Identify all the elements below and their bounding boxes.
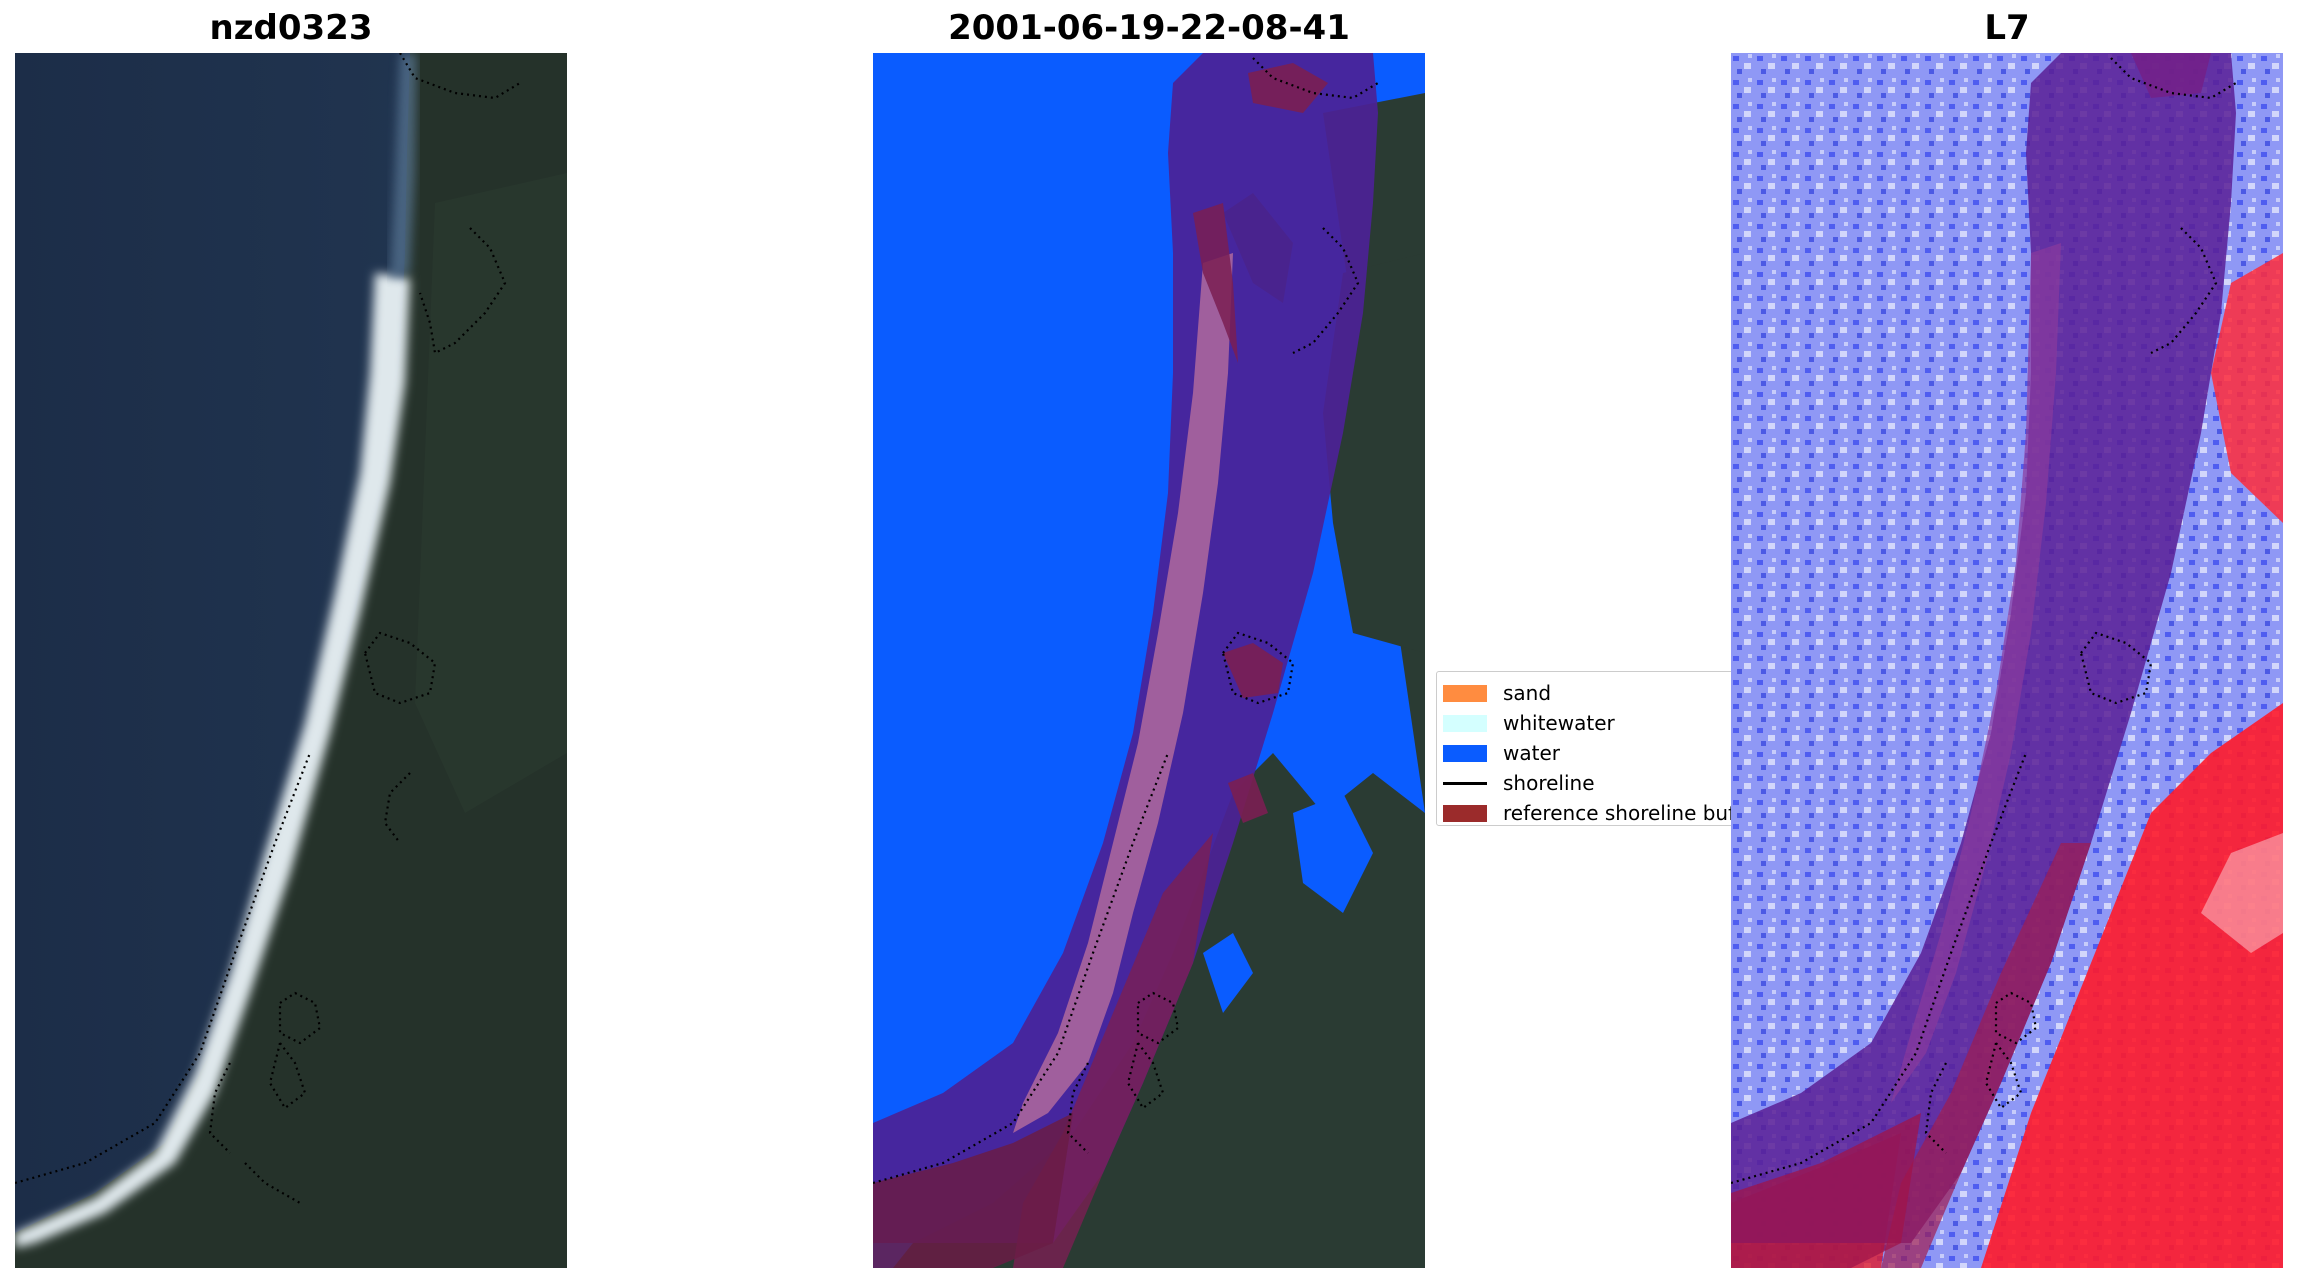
rgb-image-panel bbox=[15, 53, 567, 1268]
legend-item-water: water bbox=[1437, 738, 1735, 768]
water-swatch bbox=[1443, 744, 1487, 762]
classified-image bbox=[873, 53, 1425, 1268]
shoreline-dotted bbox=[873, 57, 1379, 1185]
legend-label-shoreline: shoreline bbox=[1503, 771, 1595, 795]
legend-label-sand: sand bbox=[1503, 681, 1552, 705]
legend-item-shoreline: shoreline bbox=[1437, 768, 1735, 798]
shoreline-line-swatch bbox=[1443, 781, 1487, 785]
panel-title-classified: 2001-06-19-22-08-41 bbox=[948, 8, 1350, 48]
shoreline-dotted-l7 bbox=[1731, 57, 2237, 1185]
legend-label-reference-buffer: reference shoreline buffer bbox=[1503, 801, 1735, 825]
whitewater-swatch bbox=[1443, 714, 1487, 732]
classified-image-panel bbox=[873, 53, 1425, 1268]
sand-swatch bbox=[1443, 684, 1487, 702]
legend-item-reference-buffer: reference shoreline buffer bbox=[1437, 798, 1735, 825]
reference-shoreline-dotted bbox=[15, 53, 521, 1204]
legend: sand whitewater water shoreline referenc… bbox=[1436, 671, 1736, 826]
legend-item-whitewater: whitewater bbox=[1437, 708, 1735, 738]
reference-buffer-swatch bbox=[1443, 804, 1487, 822]
panel-title-index: L7 bbox=[1984, 8, 2030, 48]
panel-title-rgb: nzd0323 bbox=[209, 8, 373, 48]
index-image bbox=[1731, 53, 2283, 1268]
legend-item-sand: sand bbox=[1437, 678, 1735, 708]
rgb-image bbox=[15, 53, 567, 1268]
legend-label-water: water bbox=[1503, 741, 1560, 765]
index-image-panel bbox=[1731, 53, 2283, 1268]
legend-label-whitewater: whitewater bbox=[1503, 711, 1615, 735]
